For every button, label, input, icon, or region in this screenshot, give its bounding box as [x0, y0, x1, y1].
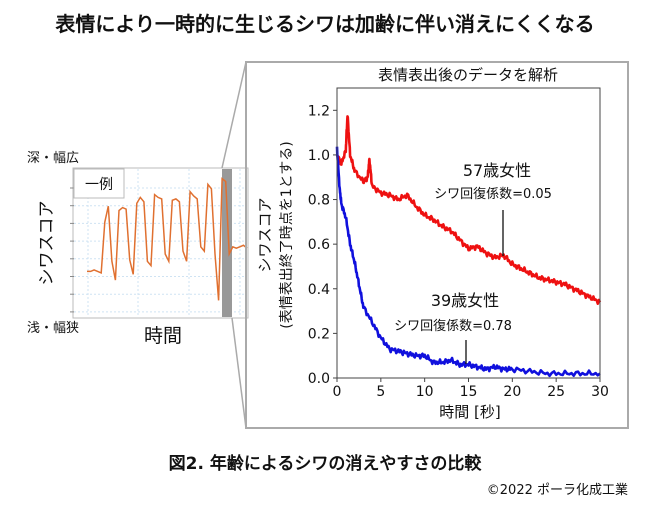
example-panel: 深・幅広 浅・幅狭 シワスコア 時間 一例 [27, 151, 249, 347]
x-tick-label: 20 [503, 384, 521, 400]
connector-top [221, 61, 247, 169]
copyright: ©2022 ポーラ化成工業 [487, 482, 628, 498]
y-axis-label: シワスコア [256, 197, 274, 272]
y-tick-label: 0.4 [308, 282, 330, 298]
figure-caption: 図2. 年齢によるシワの消えやすさの比較 [169, 453, 483, 474]
main-chart: 表情表出後のデータを解析 シワスコア (表情表出終了時点を1とする) 時間 [秒… [256, 66, 609, 421]
x-tick-label: 25 [547, 384, 565, 400]
zoom-frame [245, 61, 629, 429]
y-axis-sublabel: (表情表出終了時点を1とする) [279, 141, 295, 328]
bottom-label: 浅・幅狭 [27, 321, 79, 336]
figure-title: 表情により一時的に生じるシワは加齢に伴い消えにくくなる [55, 12, 594, 36]
y-tick-label: 0.0 [308, 371, 330, 387]
y-tick-label: 1.0 [308, 148, 330, 164]
y-tick-label: 0.8 [308, 193, 330, 209]
y-tick-label: 1.2 [308, 103, 330, 119]
series-line-57 [335, 115, 602, 306]
example-ylabel: シワスコア [37, 201, 57, 286]
series-annotation-57: シワ回復係数=0.05 [434, 186, 552, 202]
example-badge [73, 168, 125, 199]
series-label-57: 57歳女性 [463, 161, 531, 180]
y-tick-label: 0.2 [308, 326, 330, 342]
highlight-band [222, 169, 232, 317]
series-line-39 [335, 146, 601, 378]
x-tick-label: 15 [460, 384, 478, 400]
example-xlabel: 時間 [144, 325, 182, 347]
x-tick-label: 10 [416, 384, 434, 400]
connector-bottom [231, 317, 247, 429]
example-badge-text: 一例 [85, 177, 113, 193]
top-label: 深・幅広 [27, 151, 79, 166]
x-axis-label: 時間 [秒] [439, 403, 500, 421]
y-tick-label: 0.6 [308, 237, 330, 253]
series-annotation-39: シワ回復係数=0.78 [394, 318, 512, 334]
example-trace [87, 177, 248, 301]
x-tick-label: 0 [333, 384, 342, 400]
x-tick-label: 30 [591, 384, 609, 400]
plot-frame [336, 87, 601, 379]
x-tick-label: 5 [376, 384, 385, 400]
series-label-39: 39歳女性 [431, 291, 499, 310]
chart-title: 表情表出後のデータを解析 [378, 66, 558, 84]
